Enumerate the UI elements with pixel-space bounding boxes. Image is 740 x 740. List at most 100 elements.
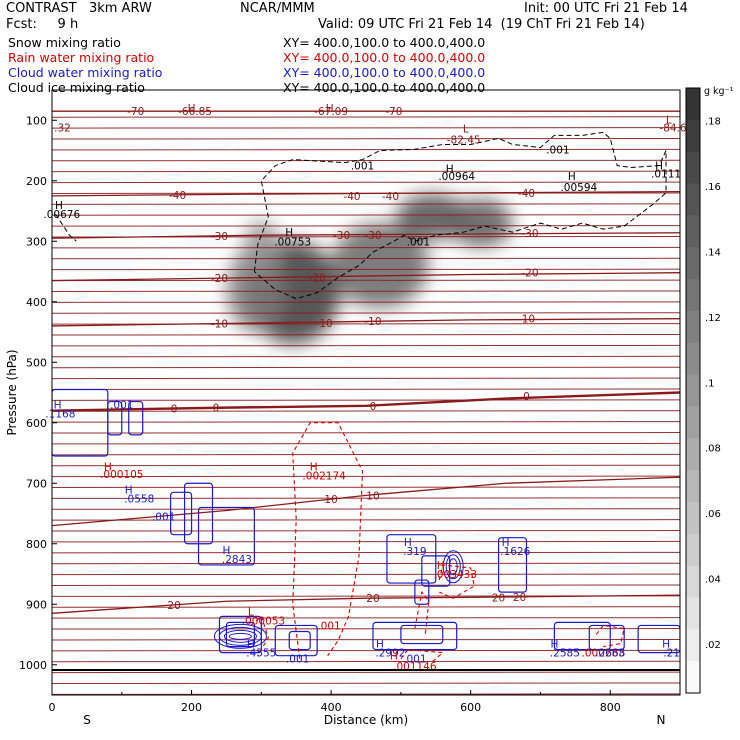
cloud-water-contours: [52, 388, 680, 657]
cloud-water-contour: [128, 400, 144, 436]
contour-label: H: [568, 171, 576, 183]
temperature-contour-minor: [52, 246, 680, 249]
contour-label: -70: [385, 106, 402, 118]
cloud-water-contour: [400, 624, 444, 645]
contour-labels: -66.85 -67.09 -70 .32 -82.45 -84.6 -40 -40 -40 -3…: [43, 103, 687, 673]
contour-label: -40: [382, 191, 399, 203]
colorbar-unit: g kg⁻¹: [704, 86, 734, 97]
cloud-water-contour: [223, 629, 257, 643]
cloud-water-contour: [386, 534, 437, 584]
contour-label: -10: [518, 314, 535, 326]
temperature-contour-minor: [52, 562, 680, 565]
temperature-label--10: -10: [211, 319, 228, 331]
colorbar-tick-label: .16: [705, 182, 721, 193]
temperature-label-20: 20: [167, 600, 180, 612]
y-axis-label: Pressure (hPa): [5, 349, 19, 435]
temperature-contour-minor: [52, 453, 680, 456]
temperature-contour-minor: [52, 497, 680, 499]
temperature-contour-minor: [52, 649, 680, 652]
colorbar-segment: [686, 310, 700, 344]
contour-label: -67.09: [314, 106, 348, 118]
temperature-contour--40: [52, 190, 680, 197]
contour-label: H: [446, 164, 454, 176]
endpoint-left-label: S: [83, 713, 91, 727]
colorbar-tick-label: .1: [705, 378, 715, 389]
temperature-contour-minor: [52, 606, 680, 608]
temperature-contour-minor: [52, 442, 680, 445]
colorbar-segment: [686, 119, 700, 153]
colorbar-segment: [686, 215, 700, 248]
contour-label: .2992: [375, 648, 405, 660]
temperature-contour-minor: [52, 377, 680, 380]
contour-label: L: [248, 607, 254, 619]
y-tick-label: 600: [26, 417, 47, 430]
contour-label: 0: [213, 403, 220, 415]
temperature-contour-minor: [52, 225, 680, 227]
y-tick-label: 300: [26, 235, 47, 248]
x-tick-label: 200: [181, 701, 202, 714]
cloud-ice-contour: [55, 213, 77, 242]
temperature-contour-minor: [52, 410, 680, 412]
snow-blob-2: [331, 223, 429, 308]
temperature-contour-minor: [52, 475, 680, 478]
temperature-contour-minor: [52, 682, 680, 685]
contour-label: H: [222, 545, 230, 557]
cloud-water-contour: [274, 624, 318, 657]
contour-label: .001146: [393, 661, 437, 673]
temperature-contour-minor: [52, 573, 680, 576]
contour-label: L: [463, 124, 469, 136]
cloud-water-contour: [497, 537, 528, 593]
contour-label: .2843: [222, 554, 252, 566]
field-snow-name: Snow mixing ratio: [8, 35, 121, 50]
temperature-label-0: 0: [171, 404, 178, 416]
temperature-contour-minor: [52, 290, 680, 292]
temperature-contour-minor: [52, 551, 680, 554]
temperature-contour-minor: [52, 432, 680, 434]
cloud-water-contour: [553, 621, 611, 651]
temperature-contour--20: [52, 272, 680, 282]
rain-water-contour: [400, 649, 445, 663]
cloud-water-contour: [288, 630, 311, 651]
temperature-contour-minor: [52, 116, 680, 118]
contour-label: -10: [364, 316, 381, 328]
colorbar-segment: [686, 88, 700, 121]
temperature-contour-minor: [52, 127, 680, 129]
plot-frame: [51, 89, 681, 696]
colorbar-tick-label: .18: [705, 117, 721, 128]
temperature-contour-minor: [52, 617, 680, 619]
temperature-contour-minor: [52, 334, 680, 336]
contour-label: H: [390, 651, 398, 663]
contour-label: .32: [54, 123, 71, 135]
temperature-label-10: 10: [324, 494, 337, 506]
snow-shading: [226, 194, 513, 345]
colorbar-segment: [686, 565, 700, 598]
y-tick-label: 1000: [19, 659, 47, 672]
cloud-water-contour: [445, 554, 461, 580]
contour-label: .21: [663, 648, 680, 660]
contour-label: -84.6: [659, 123, 686, 135]
contour-label: .2668: [595, 648, 625, 660]
colorbar-segment: [686, 661, 700, 694]
contour-label: -40: [518, 188, 535, 200]
temperature-contour-minor: [52, 628, 680, 630]
field-cloudwater-xy: XY= 400.0,100.0 to 400.0,400.0: [283, 65, 486, 80]
field-cloudice-xy: XY= 400.0,100.0 to 400.0,400.0: [283, 80, 486, 95]
field-snow-xy: XY= 400.0,100.0 to 400.0,400.0: [283, 35, 486, 50]
contour-label: .00964: [438, 171, 475, 183]
contour-label: .319: [403, 546, 426, 558]
temperature-contour-minor: [52, 671, 680, 674]
contour-label: -40: [343, 191, 360, 203]
contour-label: -30: [333, 230, 350, 242]
valid-time: Valid: 09 UTC Fri 21 Feb 14 (19 ChT Fri …: [318, 17, 645, 32]
rain-water-contour: [414, 590, 430, 635]
temperature-contour-minor: [52, 399, 680, 401]
temperature-contour-minor: [52, 540, 680, 543]
temperature-contour-0: [52, 391, 680, 412]
contour-label: H: [104, 461, 112, 473]
contour-label: H: [188, 103, 196, 115]
colorbar: .02 .04 .06 .08 .1 .12 .14 .16 .18 g kg⁻¹: [685, 86, 734, 694]
field-cloudwater-name: Cloud water mixing ratio: [8, 65, 163, 80]
temperature-contour-10: [52, 476, 680, 527]
contour-label: H: [326, 103, 334, 115]
colorbar-segment: [686, 470, 700, 503]
